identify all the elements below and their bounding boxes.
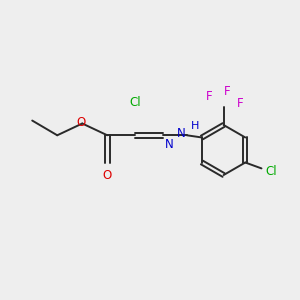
Text: O: O	[76, 116, 86, 128]
Text: Cl: Cl	[265, 165, 277, 178]
Text: F: F	[224, 85, 230, 98]
Text: N: N	[177, 127, 185, 140]
Text: Cl: Cl	[130, 96, 141, 109]
Text: N: N	[165, 138, 173, 151]
Text: O: O	[103, 169, 112, 182]
Text: F: F	[236, 97, 243, 110]
Text: F: F	[206, 90, 213, 103]
Text: H: H	[191, 121, 200, 131]
